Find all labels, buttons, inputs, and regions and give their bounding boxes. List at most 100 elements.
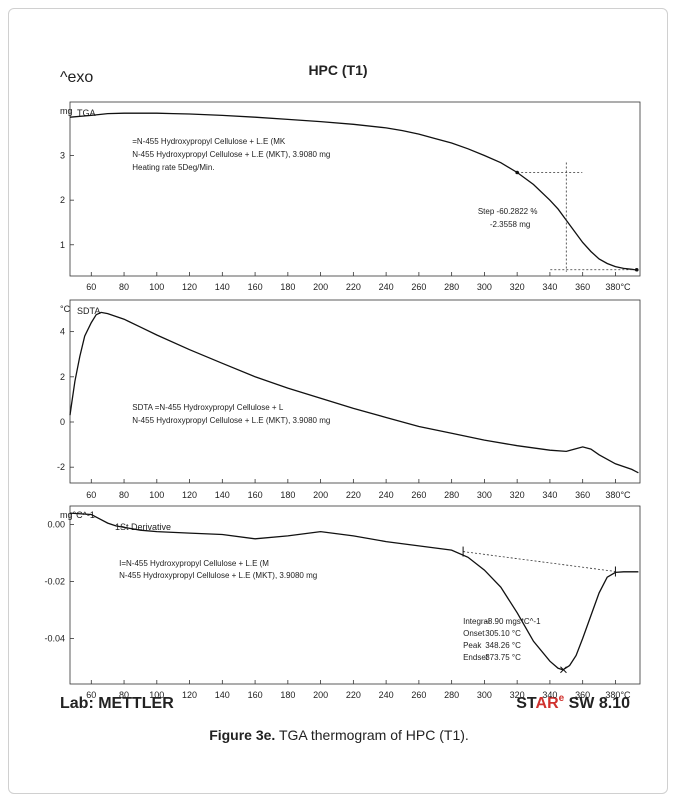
x-tick-label: 360 — [575, 490, 590, 500]
y-tick-label: -0.04 — [44, 633, 65, 643]
x-tick-label: 220 — [346, 690, 361, 700]
x-tick-label: 300 — [477, 690, 492, 700]
result-value: 348.26 °C — [485, 641, 521, 650]
panel-label: 1St Derivative — [115, 522, 171, 532]
legend-line: N-455 Hydroxypropyl Cellulose + L.E (MKT… — [119, 571, 317, 580]
y-tick-label: -2 — [57, 462, 65, 472]
x-tick-label: 120 — [182, 282, 197, 292]
panel-label: TGA — [77, 108, 96, 118]
plot-frame — [69, 299, 641, 484]
result-value: 305.10 °C — [485, 629, 521, 638]
data-line — [69, 311, 639, 474]
x-tick-label: 320 — [510, 490, 525, 500]
legend-line: I=N-455 Hydroxypropyl Cellulose + L.E (M — [119, 559, 269, 568]
x-tick-label: 240 — [379, 282, 394, 292]
step-value: Step -60.2822 % — [478, 207, 538, 216]
x-tick-label: 80 — [119, 282, 129, 292]
x-tick-label: 160 — [248, 690, 263, 700]
y-unit-label: °C — [60, 304, 71, 314]
chart-title: HPC (T1) — [308, 62, 367, 78]
x-tick-label: 160 — [248, 490, 263, 500]
panel-sdta: °C SDTA 4 2 0 -2 60 80 100 120 140 160 180 200 220 240 2… — [57, 299, 641, 500]
x-tick-label: 240 — [379, 690, 394, 700]
exo-label: ^exo — [60, 69, 93, 86]
x-tick-label: 220 — [346, 282, 361, 292]
caption-label: Figure 3e. — [209, 727, 276, 743]
legend-line: Heating rate 5Deg/Min. — [132, 163, 214, 172]
x-tick-label: 220 — [346, 490, 361, 500]
step-marker — [634, 267, 639, 272]
x-tick-label: 320 — [510, 690, 525, 700]
legend-line: =N-455 Hydroxypropyl Cellulose + L.E (MK — [132, 137, 286, 146]
x-tick-label: 360 — [575, 690, 590, 700]
software-label: STARe SW 8.10 — [516, 693, 630, 712]
x-tick-label: 140 — [215, 282, 230, 292]
x-tick-label: 260 — [411, 282, 426, 292]
result-value: -8.90 mgs*C^-1 — [485, 617, 541, 626]
x-tick-label: 360 — [575, 282, 590, 292]
caption-text: TGA thermogram of HPC (T1). — [275, 727, 469, 743]
panel-derivative: mg°C^-1 1St Derivative 0.00 -0.02 -0.04 60 80 1… — [44, 505, 641, 700]
x-tick-label: 280 — [444, 282, 459, 292]
x-tick-label: 300 — [477, 282, 492, 292]
result-label: Peak — [463, 641, 482, 650]
y-unit-label: mg°C^-1 — [60, 510, 95, 520]
x-tick-label: 180 — [280, 490, 295, 500]
x-tick-label: 200 — [313, 282, 328, 292]
y-tick-label: 0.00 — [47, 520, 65, 530]
y-tick-label: 0 — [60, 417, 65, 427]
legend-line: SDTA =N-455 Hydroxypropyl Cellulose + L — [132, 403, 284, 412]
x-tick-label: 340 — [542, 690, 557, 700]
figure-frame — [8, 8, 668, 794]
x-tick-label: 180 — [280, 282, 295, 292]
legend-line: N-455 Hydroxypropyl Cellulose + L.E (MKT… — [132, 416, 330, 425]
x-tick-label: 280 — [444, 490, 459, 500]
x-tick-label: 140 — [215, 490, 230, 500]
x-tick-label: 120 — [182, 490, 197, 500]
x-tick-label: 380°C — [605, 282, 631, 292]
x-tick-label: 380°C — [605, 490, 631, 500]
x-tick-label: 160 — [248, 282, 263, 292]
data-line — [69, 112, 639, 271]
x-tick-label: 200 — [313, 690, 328, 700]
integration-baseline — [463, 551, 616, 572]
result-label: Onset — [463, 629, 485, 638]
x-tick-label: 340 — [542, 490, 557, 500]
y-tick-label: 3 — [60, 151, 65, 161]
x-tick-label: 100 — [149, 690, 164, 700]
panel-label: SDTA — [77, 306, 100, 316]
y-tick-label: 2 — [60, 372, 65, 382]
x-tick-label: 260 — [411, 490, 426, 500]
x-tick-label: 260 — [411, 690, 426, 700]
x-tick-label: 80 — [119, 690, 129, 700]
result-value: 373.75 °C — [485, 653, 521, 662]
y-tick-label: -0.02 — [44, 576, 65, 586]
plot-frame — [69, 505, 641, 685]
y-tick-label: 1 — [60, 240, 65, 250]
step-marker — [515, 170, 519, 175]
lab-label: Lab: METTLER — [60, 695, 174, 712]
y-tick-label: 2 — [60, 195, 65, 205]
y-unit-label: mg — [60, 106, 73, 116]
x-tick-label: 300 — [477, 490, 492, 500]
x-tick-label: 280 — [444, 690, 459, 700]
result-label: Integral — [463, 617, 490, 626]
legend-line: N-455 Hydroxypropyl Cellulose + L.E (MKT… — [132, 150, 330, 159]
y-tick-label: 4 — [60, 327, 65, 337]
x-tick-label: 320 — [510, 282, 525, 292]
x-tick-label: 380°C — [605, 690, 631, 700]
figure-caption: Figure 3e. TGA thermogram of HPC (T1). — [0, 727, 678, 743]
x-tick-label: 200 — [313, 490, 328, 500]
data-line — [69, 512, 639, 671]
x-tick-label: 60 — [86, 690, 96, 700]
x-tick-label: 240 — [379, 490, 394, 500]
x-tick-label: 140 — [215, 690, 230, 700]
x-tick-label: 100 — [149, 282, 164, 292]
peak-marker — [560, 666, 567, 674]
x-tick-label: 180 — [280, 690, 295, 700]
x-tick-label: 60 — [86, 490, 96, 500]
x-tick-label: 120 — [182, 690, 197, 700]
x-tick-label: 80 — [119, 490, 129, 500]
